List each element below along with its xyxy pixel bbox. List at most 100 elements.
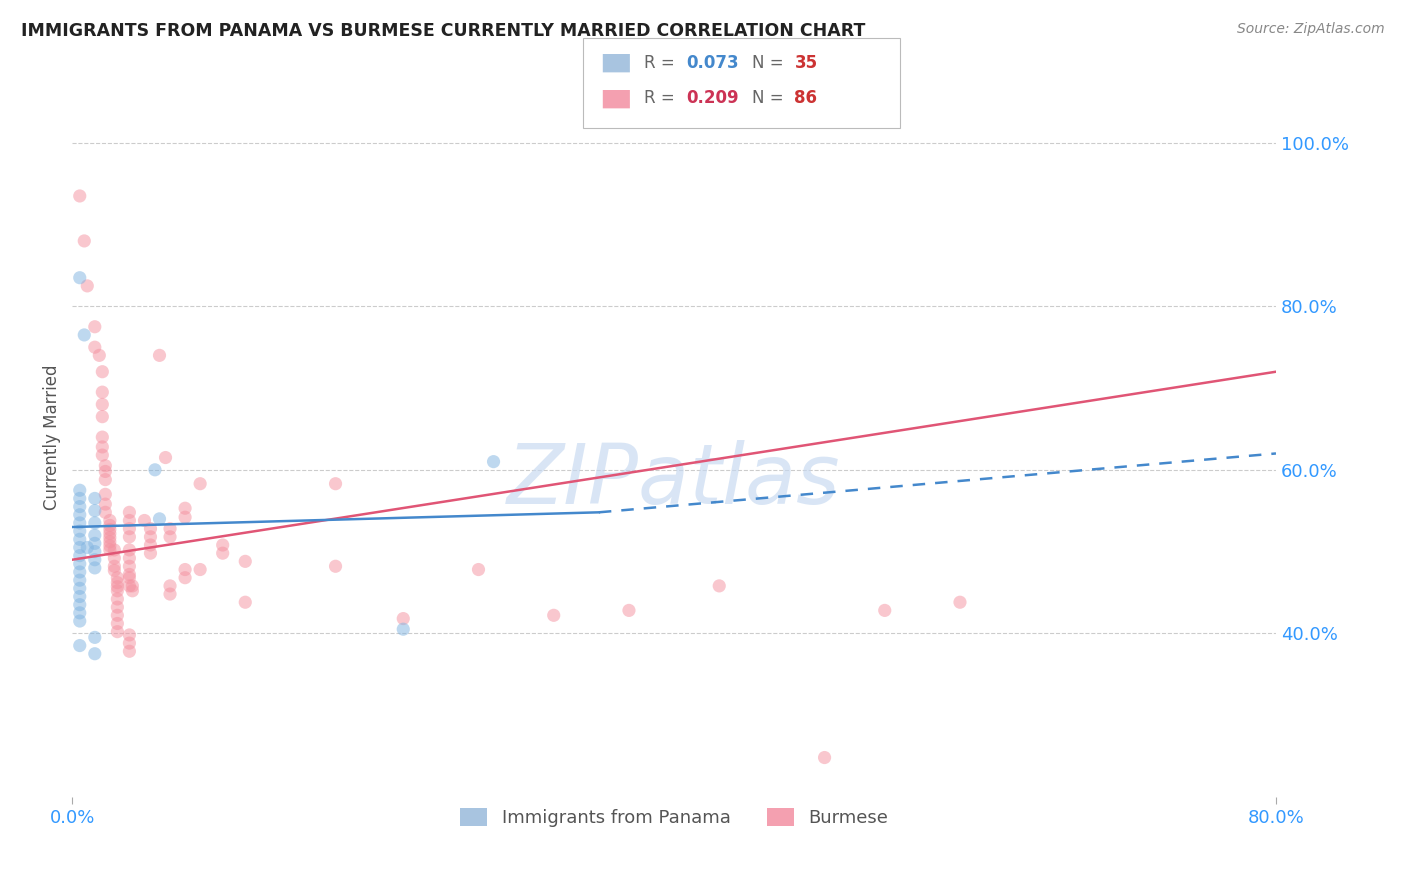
Point [83,544,105,558]
Point [139,546,162,560]
Point [118,505,141,519]
Point [69,541,91,555]
Point [121,579,143,593]
Text: R =: R = [644,89,681,107]
Point [392,622,415,636]
Point [69,270,91,285]
Point [873,603,896,617]
Point [91,397,114,411]
Point [98,539,121,553]
Point [69,565,91,579]
Point [69,614,91,628]
Point [118,636,141,650]
Legend: Immigrants from Panama, Burmese: Immigrants from Panama, Burmese [453,801,896,835]
Point [105,580,128,594]
Point [76,541,98,555]
Y-axis label: Currently Married: Currently Married [44,364,60,510]
Point [159,530,181,544]
Point [83,319,105,334]
Point [91,409,114,424]
Point [69,639,91,653]
Point [69,582,91,596]
Point [105,591,128,606]
Point [69,508,91,522]
Point [91,448,114,462]
Point [482,455,505,469]
Point [174,571,197,585]
Point [392,611,415,625]
Point [105,583,128,598]
Point [76,279,98,293]
Point [89,348,111,362]
Point [325,559,347,574]
Point [118,514,141,528]
Point [83,631,105,645]
Point [98,542,121,557]
Point [155,450,177,465]
Point [69,491,91,506]
Point [467,562,489,576]
Point [813,750,835,764]
Point [83,528,105,542]
Point [94,473,117,487]
Point [174,501,197,516]
Point [83,340,105,354]
Point [83,491,105,506]
Point [69,549,91,563]
Point [118,567,141,582]
Point [148,512,170,526]
Point [69,483,91,498]
Point [148,348,170,362]
Point [91,385,114,400]
Point [159,587,181,601]
Text: ██: ██ [602,54,630,72]
Text: Source: ZipAtlas.com: Source: ZipAtlas.com [1237,22,1385,37]
Point [159,579,181,593]
Text: N =: N = [752,54,789,71]
Point [69,500,91,514]
Point [188,476,211,491]
Point [103,559,125,574]
Point [105,608,128,623]
Point [118,628,141,642]
Point [139,538,162,552]
Point [83,504,105,518]
Point [98,514,121,528]
Text: IMMIGRANTS FROM PANAMA VS BURMESE CURRENTLY MARRIED CORRELATION CHART: IMMIGRANTS FROM PANAMA VS BURMESE CURREN… [21,22,866,40]
Text: R =: R = [644,54,681,71]
Point [94,497,117,511]
Point [159,522,181,536]
Point [69,516,91,530]
Point [69,598,91,612]
Point [83,516,105,530]
Point [174,562,197,576]
Point [83,536,105,550]
Point [69,590,91,604]
Point [105,624,128,639]
Point [98,526,121,541]
Point [139,530,162,544]
Point [118,530,141,544]
Point [188,562,211,576]
Point [91,440,114,454]
Text: 0.209: 0.209 [686,89,738,107]
Point [83,561,105,575]
Point [73,327,96,342]
Point [91,365,114,379]
Point [143,463,166,477]
Point [134,514,156,528]
Point [98,534,121,549]
Point [118,551,141,566]
Point [69,189,91,203]
Point [118,579,141,593]
Point [118,542,141,557]
Point [233,595,256,609]
Point [105,600,128,615]
Point [69,557,91,571]
Point [83,552,105,566]
Point [94,487,117,501]
Point [617,603,640,617]
Point [69,573,91,587]
Text: ZIPatlas: ZIPatlas [508,440,841,521]
Point [139,522,162,536]
